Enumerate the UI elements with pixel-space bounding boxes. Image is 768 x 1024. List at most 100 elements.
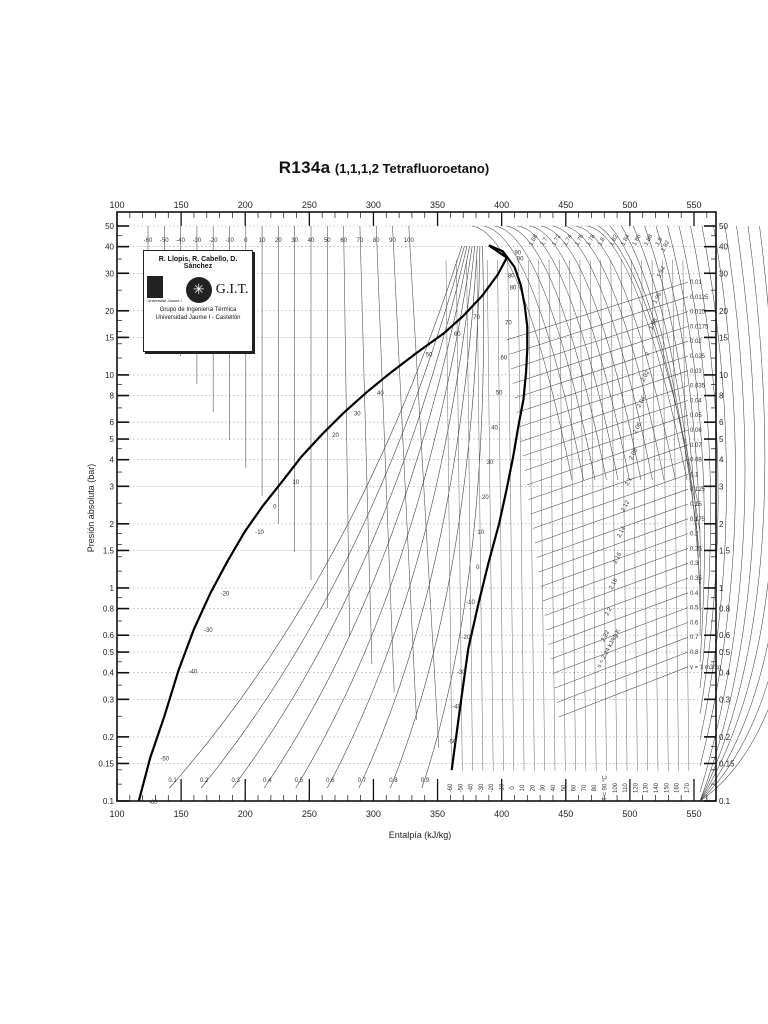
isochore-label: 0.2 xyxy=(690,532,699,538)
y-tick-label-left: 6 xyxy=(110,418,115,427)
sat-temp-label-vapor: -50 xyxy=(448,740,457,746)
quality-line xyxy=(263,245,470,789)
y-tick-label-right: 15 xyxy=(719,333,728,342)
isentrope-label: 2.04 xyxy=(636,395,647,409)
sat-temp-label-liquid: 30 xyxy=(354,412,361,418)
isotherm-label-top: 60 xyxy=(340,238,347,244)
isentrope-label: 1.96 xyxy=(652,291,663,305)
y-tick-label-left: 0.15 xyxy=(98,759,114,768)
sat-temp-label-vapor: -20 xyxy=(462,635,471,641)
isotherm-label-top: 0 xyxy=(244,238,248,244)
isotherm-vapor xyxy=(548,259,556,772)
y-tick-label-right: 30 xyxy=(719,269,728,278)
isochore-label: 0.8 xyxy=(690,650,699,656)
sat-temp-label-liquid: -50 xyxy=(160,757,169,763)
isentrope-line xyxy=(517,225,619,481)
isochore-line xyxy=(508,296,689,355)
isolines xyxy=(147,225,768,802)
isochore-line xyxy=(546,577,689,631)
isentrope-line xyxy=(690,225,719,715)
isochore-label: 0.03 xyxy=(690,369,702,375)
isochore-line xyxy=(534,488,689,544)
isentrope-label: 2.02 xyxy=(640,369,651,383)
x-tick-label-bottom: 200 xyxy=(238,809,253,819)
sat-temp-label-vapor: 0 xyxy=(476,565,480,571)
quality-label: 0.4 xyxy=(263,778,272,784)
quality-label: 0.1 xyxy=(168,778,177,784)
isentrope-label: 1.76 xyxy=(574,233,585,247)
y-tick-label-left: 10 xyxy=(105,371,114,380)
x-tick-label-top: 500 xyxy=(622,200,637,210)
x-tick-label-top: 150 xyxy=(174,200,189,210)
y-tick-label-right: 0.15 xyxy=(719,759,735,768)
isotherm-label-bottom: -50 xyxy=(458,783,464,792)
quality-label: 0.5 xyxy=(295,778,304,784)
isochore-line xyxy=(530,459,689,515)
isochore-label: 0.5 xyxy=(690,606,699,612)
isentrope-line xyxy=(598,225,699,507)
isotherm-label-bottom: 170 xyxy=(685,782,691,793)
isotherm-vapor xyxy=(507,259,515,772)
x-tick-label-top: 300 xyxy=(366,200,381,210)
isotherm-liquid xyxy=(392,225,417,721)
sat-temp-label-liquid: 0 xyxy=(273,504,277,510)
isotherm-liquid xyxy=(359,225,373,665)
isotherm-label-bottom: 10 xyxy=(520,784,526,791)
sat-temp-label-liquid: -20 xyxy=(221,592,230,598)
quality-label: 0.9 xyxy=(421,778,430,784)
isentrope-label: 2.1 xyxy=(624,476,634,487)
sat-temp-label-liquid: -60 xyxy=(149,800,158,806)
isochore-line xyxy=(556,651,689,703)
y-tick-label-left: 4 xyxy=(110,456,115,465)
isotherm-label-bottom: 140 xyxy=(654,782,660,793)
isochore-line xyxy=(544,562,689,616)
y-tick-label-right: 50 xyxy=(719,222,728,231)
y-tick-label-left: 5 xyxy=(110,435,115,444)
university-logo: Universitat Jaume I xyxy=(147,276,182,303)
isochore-label: 0.05 xyxy=(690,413,702,419)
y-tick-label-left: 50 xyxy=(105,222,114,231)
y-tick-label-right: 1 xyxy=(719,584,724,593)
isentrope-line xyxy=(586,225,688,481)
isentrope-label: 1.86 xyxy=(632,233,643,247)
isochore-line xyxy=(522,400,689,457)
isochore-label: 0.08 xyxy=(690,458,702,464)
isotherm-vapor xyxy=(528,259,535,772)
isotherm-label-top: 50 xyxy=(324,238,331,244)
isotherm-label-bottom: -40 xyxy=(469,783,475,792)
isotherm-label-top: 80 xyxy=(373,238,380,244)
x-tick-label-bottom: 400 xyxy=(494,809,509,819)
isochore-line xyxy=(510,311,689,370)
isotherm-label-top: -40 xyxy=(176,238,185,244)
y-tick-label-left: 0.4 xyxy=(103,669,115,678)
y-tick-label-left: 15 xyxy=(105,333,114,342)
y-tick-label-left: 0.8 xyxy=(103,605,115,614)
isotherm-label-bottom: -60 xyxy=(448,783,454,792)
isochore-line xyxy=(550,607,689,660)
isentrope-label: 2.2 xyxy=(604,606,614,617)
isochore-line xyxy=(514,340,689,399)
quality-line xyxy=(390,245,481,789)
isochore-label: 0.1 xyxy=(690,472,699,478)
isotherm-vapor xyxy=(569,259,576,772)
sat-temp-label-vapor: -40 xyxy=(452,705,461,711)
chart-title: R134a (1,1,1,2 Tetrafluoroetano) xyxy=(0,158,768,178)
quality-label: 0.3 xyxy=(231,778,240,784)
isentrope-line xyxy=(699,225,756,802)
isotherm-label-top: 30 xyxy=(291,238,298,244)
isentrope-label: 1.72 xyxy=(551,233,562,247)
y-tick-label-left: 0.6 xyxy=(103,631,115,640)
x-tick-label-top: 350 xyxy=(430,200,445,210)
saturation-dome xyxy=(137,244,529,802)
sat-temp-label-vapor: -10 xyxy=(466,600,475,606)
isotherm-label-top: 90 xyxy=(389,238,396,244)
isentrope-label: 1.98 xyxy=(648,317,659,331)
sat-temp-label-liquid: 50 xyxy=(426,353,433,359)
quality-label: 0.6 xyxy=(326,778,335,784)
isotherm-label-bottom: -20 xyxy=(489,783,495,792)
isotherm-vapor xyxy=(620,259,628,772)
quality-label: 0.7 xyxy=(358,778,367,784)
isochore-line xyxy=(552,622,689,674)
isotherm-label-bottom: 150 xyxy=(664,782,670,793)
isentrope-label: 2.06 xyxy=(632,421,643,435)
